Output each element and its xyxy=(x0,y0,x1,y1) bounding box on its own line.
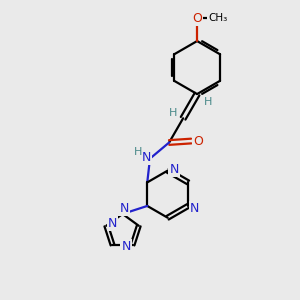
Text: H: H xyxy=(134,147,142,157)
Text: N: N xyxy=(169,163,179,176)
Text: H: H xyxy=(169,108,177,118)
Text: N: N xyxy=(190,202,199,215)
Text: N: N xyxy=(108,217,118,230)
Text: O: O xyxy=(192,12,202,25)
Text: N: N xyxy=(142,151,151,164)
Text: N: N xyxy=(122,240,131,253)
Text: O: O xyxy=(193,134,202,148)
Text: N: N xyxy=(119,202,129,215)
Text: CH₃: CH₃ xyxy=(208,13,227,23)
Text: H: H xyxy=(204,97,212,107)
